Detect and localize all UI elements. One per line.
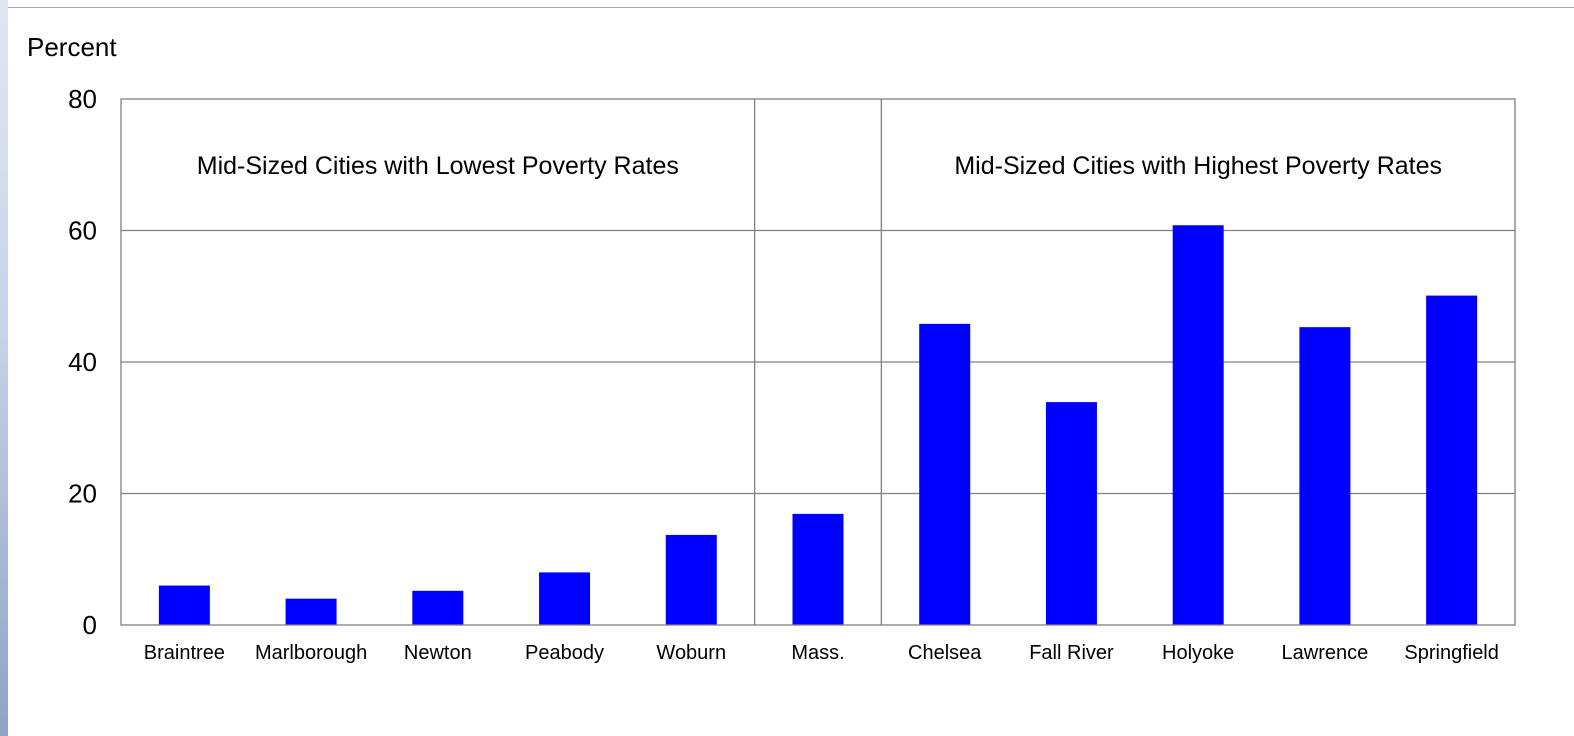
y-axis-title: Percent bbox=[27, 32, 117, 62]
x-category-label: Braintree bbox=[144, 642, 225, 664]
y-tick-label: 0 bbox=[83, 610, 97, 640]
y-tick-label: 20 bbox=[68, 479, 97, 509]
x-category-label: Holyoke bbox=[1162, 642, 1234, 664]
bar bbox=[792, 513, 844, 625]
x-category-label: Lawrence bbox=[1282, 642, 1369, 664]
bar bbox=[665, 534, 717, 625]
bar bbox=[539, 572, 591, 625]
x-category-label: Woburn bbox=[656, 642, 726, 664]
x-category-label: Chelsea bbox=[908, 642, 982, 664]
bars bbox=[158, 225, 1478, 626]
y-axis-ticks: 0 20 40 60 80 bbox=[68, 84, 97, 640]
bar bbox=[285, 598, 337, 625]
bar bbox=[1299, 327, 1351, 625]
plot-area-frame bbox=[120, 98, 1516, 626]
x-category-label: Springfield bbox=[1404, 642, 1499, 664]
bar bbox=[158, 585, 210, 625]
x-category-label: Fall River bbox=[1029, 642, 1114, 664]
group-annotations: Mid-Sized Cities with Lowest Poverty Rat… bbox=[197, 152, 1442, 180]
bar bbox=[919, 323, 971, 625]
bar bbox=[412, 590, 464, 625]
bar bbox=[1426, 295, 1478, 625]
y-tick-label: 80 bbox=[68, 84, 97, 114]
group-annotation: Mid-Sized Cities with Highest Poverty Ra… bbox=[954, 152, 1442, 180]
group-annotation: Mid-Sized Cities with Lowest Poverty Rat… bbox=[197, 152, 679, 180]
x-category-label: Peabody bbox=[525, 642, 604, 664]
x-axis-category-labels: Braintree Marlborough Newton Peabody Woburn M… bbox=[144, 642, 1499, 664]
bar bbox=[1172, 225, 1224, 626]
bar bbox=[1045, 402, 1097, 625]
x-category-label: Marlborough bbox=[255, 642, 367, 664]
y-tick-label: 40 bbox=[68, 347, 97, 377]
x-category-label: Newton bbox=[404, 642, 472, 664]
slide-edge-decoration bbox=[0, 0, 8, 736]
slide-top-border bbox=[8, 7, 1574, 8]
group-dividers bbox=[753, 99, 883, 625]
gridlines bbox=[121, 229, 1515, 495]
y-tick-label: 60 bbox=[68, 216, 97, 246]
x-category-label: Mass. bbox=[791, 642, 844, 664]
